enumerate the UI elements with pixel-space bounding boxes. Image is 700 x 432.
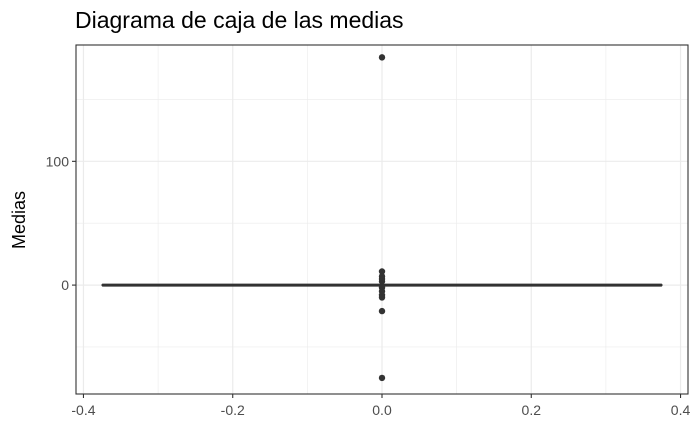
grid-major	[76, 45, 688, 394]
x-axis-ticks: -0.4 -0.2 0.0 0.2 0.4	[71, 394, 690, 418]
outlier-point-8	[378, 294, 386, 301]
x-tick-label-1: -0.2	[221, 402, 245, 418]
outlier-point-1	[378, 268, 386, 275]
y-tick-label-1: 100	[46, 153, 70, 169]
y-axis-label: Medias	[9, 191, 29, 249]
y-tick-label-0: 0	[61, 277, 69, 293]
x-tick-label-3: 0.2	[522, 402, 542, 418]
y-axis-ticks: 0 100	[46, 153, 76, 293]
outlier-layer	[378, 54, 386, 382]
outlier-point-0	[378, 54, 386, 61]
x-tick-label-2: 0.0	[372, 402, 392, 418]
outlier-point-9	[378, 307, 386, 315]
x-tick-label-0: -0.4	[71, 402, 95, 418]
x-tick-label-4: 0.4	[671, 402, 691, 418]
chart-title: Diagrama de caja de las medias	[75, 7, 404, 33]
outlier-point-10	[378, 374, 386, 382]
outlier-point-4	[378, 278, 386, 285]
